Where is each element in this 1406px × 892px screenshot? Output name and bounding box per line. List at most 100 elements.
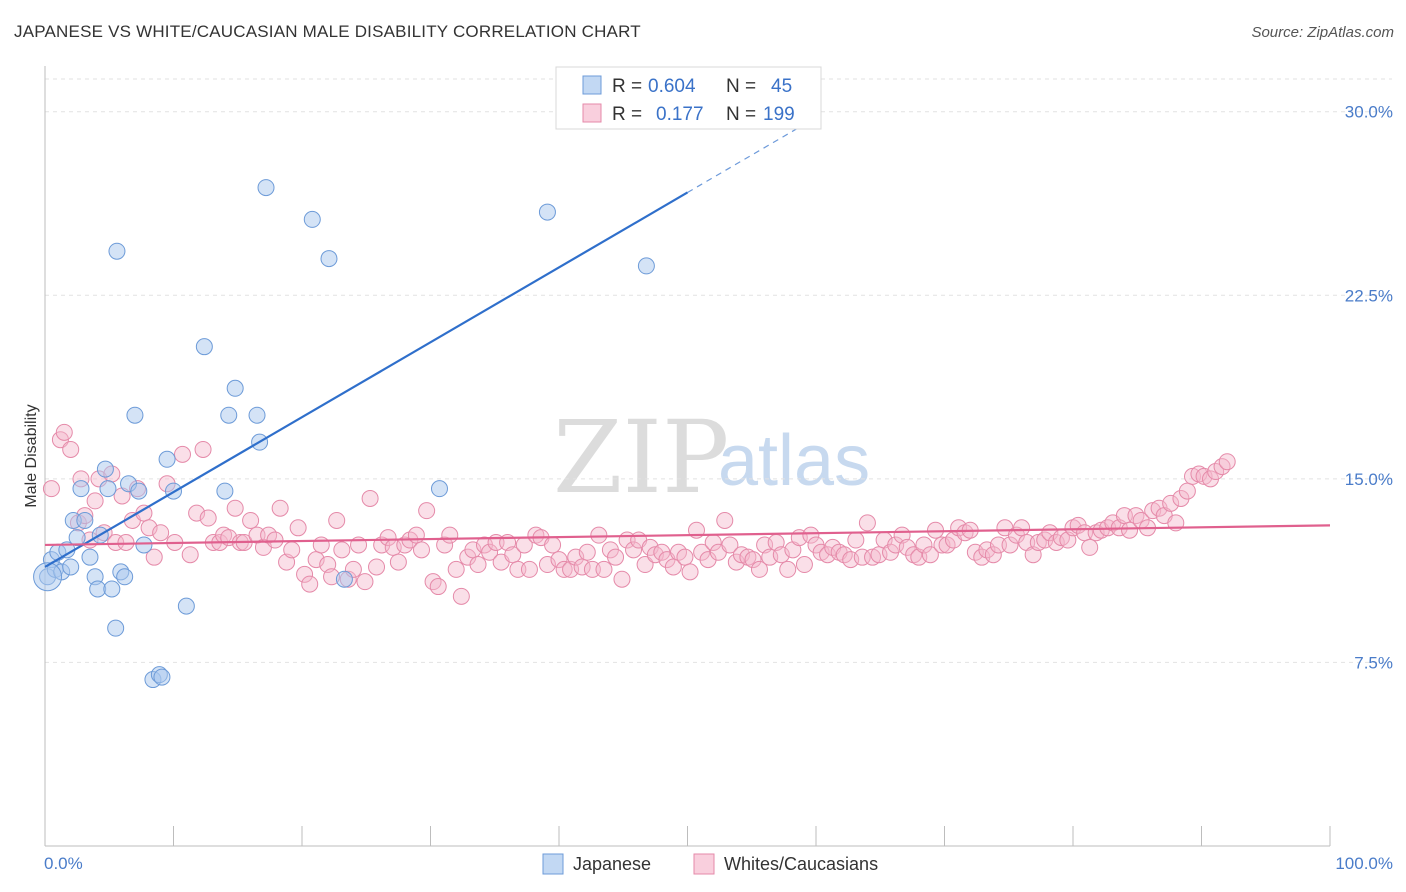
data-point [407,526,425,544]
data-point [481,543,499,561]
legend-swatch-whites [582,103,602,123]
y-axis-label: Male Disability [23,404,40,507]
legend-r-label-whites: R = [612,104,642,125]
trend-line-japanese-extension [687,117,817,194]
legend-n-value-japanese: 45 [771,76,792,97]
data-point [361,489,379,507]
legend-n-value-whites: 199 [763,104,795,125]
data-point [795,556,813,574]
data-point [126,406,144,424]
data-point [301,575,319,593]
watermark-zip: ZIP [553,399,729,516]
data-point [716,511,734,529]
data-point [177,597,195,615]
data-point [108,242,126,260]
gridlines [45,78,1392,663]
data-point [858,514,876,532]
data-point [693,543,711,561]
data-point [550,551,568,569]
data-point [595,560,613,578]
axes [44,66,1331,847]
data-point [289,519,307,537]
series-japanese [33,179,655,689]
watermark-atlas: atlas [718,421,870,501]
data-point [1127,507,1145,525]
bottom-legend-swatch-japanese [542,853,564,875]
x-tick-label: 0.0% [44,854,83,873]
data-point [328,511,346,529]
data-point [81,548,99,566]
data-point [242,511,260,529]
data-point [216,482,234,500]
data-point [62,440,80,458]
data-point [333,541,351,559]
data-point [750,560,768,578]
data-point [1001,536,1019,554]
trend-line-japanese [44,191,689,568]
data-point [55,423,73,441]
data-point [389,553,407,571]
data-point [509,560,527,578]
trend-lines [44,117,1331,568]
data-point [296,565,314,583]
data-point [303,210,321,228]
data-point [989,536,1007,554]
bottom-legend: Japanese Whites/Caucasians [542,853,878,875]
data-point [89,580,107,598]
data-point [613,570,631,588]
data-point [1121,521,1139,539]
legend-r-label-japanese: R = [612,76,642,97]
data-point [379,529,397,547]
data-point [194,440,212,458]
data-point [257,179,275,197]
data-point [173,445,191,463]
chart-title: JAPANESE VS WHITE/CAUCASIAN MALE DISABIL… [14,22,641,41]
data-point [447,560,465,578]
data-point [898,538,916,556]
data-point [636,556,654,574]
data-point [220,406,238,424]
data-point [1013,519,1031,537]
data-point [145,548,163,566]
data-point [847,531,865,549]
data-point [248,406,266,424]
legend-r-value-whites: 0.177 [656,104,704,125]
data-point [544,536,562,554]
data-point [130,482,148,500]
legend-n-label-japanese: N = [726,76,756,97]
data-point [283,541,301,559]
data-point [607,548,625,566]
data-point [424,573,442,591]
data-point [590,526,608,544]
data-point [1218,453,1236,471]
data-point [413,541,431,559]
data-point [107,619,125,637]
x-tick-labels: 0.0% 100.0% [44,854,1393,873]
data-point [555,560,573,578]
data-point [637,257,655,275]
data-point [1178,482,1196,500]
data-point [312,536,330,554]
legend-r-value-japanese: 0.604 [648,76,696,97]
data-point [1172,489,1190,507]
trend-line-whites [44,524,1331,547]
data-point [86,492,104,510]
data-point [625,541,643,559]
data-point [469,556,487,574]
data-point [33,562,63,592]
data-point [538,203,556,221]
data-point [915,536,933,554]
data-point [520,560,538,578]
data-point [153,668,171,686]
data-point [396,536,414,554]
data-point [116,568,134,586]
y-tick-label: 7.5% [1354,653,1393,672]
data-point [921,546,939,564]
data-point [42,480,60,498]
data-point [368,558,386,576]
y-tick-label: 22.5% [1345,286,1393,305]
data-point [271,499,289,517]
data-point [107,533,125,551]
data-point [418,502,436,520]
